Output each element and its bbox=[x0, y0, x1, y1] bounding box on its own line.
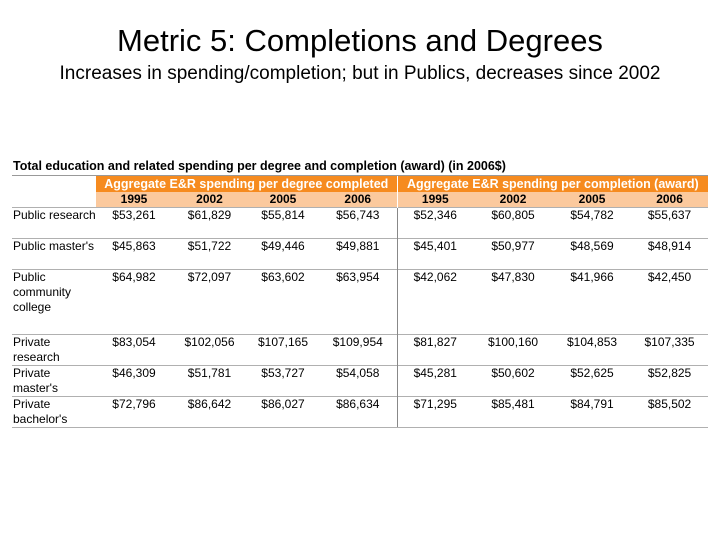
table-cell: $52,825 bbox=[631, 365, 709, 397]
table-cell: $45,401 bbox=[396, 238, 474, 270]
table-cell: $42,450 bbox=[631, 269, 709, 316]
table-cell: $49,881 bbox=[319, 238, 398, 270]
spacer-cell bbox=[247, 316, 319, 335]
table-cell: $84,791 bbox=[553, 396, 632, 428]
table-cell: $100,160 bbox=[473, 334, 554, 366]
spacer-cell bbox=[631, 316, 708, 335]
table-cell: $52,625 bbox=[553, 365, 632, 397]
table-cell: $54,782 bbox=[553, 207, 632, 239]
table-cell: $61,829 bbox=[172, 207, 247, 239]
table-cell: $60,805 bbox=[473, 207, 554, 239]
table-cell: $81,827 bbox=[396, 334, 474, 366]
slide-subtitle: Increases in spending/completion; but in… bbox=[59, 63, 661, 84]
table-cell: $56,743 bbox=[319, 207, 398, 239]
table-cell: $48,569 bbox=[553, 238, 632, 270]
year-header: 1995 bbox=[396, 192, 474, 208]
table-cell: $52,346 bbox=[396, 207, 474, 239]
spacer-cell bbox=[553, 316, 631, 335]
group-header-row: Aggregate E&R spending per degree comple… bbox=[12, 176, 709, 192]
table-cell: $72,097 bbox=[172, 269, 247, 316]
table-row: Public community college $64,982 $72,097… bbox=[12, 269, 709, 316]
table-cell: $41,966 bbox=[553, 269, 632, 316]
year-header-row: 1995 2002 2005 2006 1995 2002 2005 2006 bbox=[12, 192, 709, 208]
table-cell: $107,165 bbox=[247, 334, 319, 366]
spacer-cell bbox=[319, 316, 397, 335]
corner-cell bbox=[12, 176, 96, 192]
table-row: Public research $53,261 $61,829 $55,814 … bbox=[12, 207, 709, 239]
corner-cell bbox=[12, 192, 96, 208]
table-cell: $102,056 bbox=[172, 334, 247, 366]
table-cell: $64,982 bbox=[96, 269, 172, 316]
table-cell: $107,335 bbox=[631, 334, 709, 366]
spacer-cell bbox=[172, 316, 247, 335]
spacer-cell bbox=[12, 316, 96, 335]
table-cell: $50,602 bbox=[473, 365, 554, 397]
table-cell: $45,281 bbox=[396, 365, 474, 397]
table-cell: $86,634 bbox=[319, 396, 398, 428]
row-label: Private bachelor's bbox=[12, 396, 96, 428]
spending-table: Aggregate E&R spending per degree comple… bbox=[12, 176, 709, 428]
table-cell: $86,027 bbox=[247, 396, 319, 428]
table-cell: $42,062 bbox=[396, 269, 474, 316]
table-cell: $51,781 bbox=[172, 365, 247, 397]
year-header: 2002 bbox=[172, 192, 247, 208]
table-row: Public master's $45,863 $51,722 $49,446 … bbox=[12, 238, 709, 270]
group-header-degree: Aggregate E&R spending per degree comple… bbox=[96, 176, 398, 192]
table-row: Private research $83,054 $102,056 $107,1… bbox=[12, 334, 709, 366]
year-header: 1995 bbox=[96, 192, 172, 208]
table-cell: $51,722 bbox=[172, 238, 247, 270]
group-header-completion: Aggregate E&R spending per completion (a… bbox=[396, 176, 709, 192]
table-cell: $63,954 bbox=[319, 269, 398, 316]
table-cell: $53,261 bbox=[96, 207, 172, 239]
table-row: Private bachelor's $72,796 $86,642 $86,0… bbox=[12, 396, 709, 428]
table-cell: $47,830 bbox=[473, 269, 554, 316]
table-cell: $50,977 bbox=[473, 238, 554, 270]
table-cell: $55,637 bbox=[631, 207, 709, 239]
table-cell: $85,502 bbox=[631, 396, 709, 428]
year-header: 2005 bbox=[553, 192, 632, 208]
row-label: Public research bbox=[12, 207, 96, 239]
slide-title: Metric 5: Completions and Degrees bbox=[117, 23, 603, 58]
table-cell: $71,295 bbox=[396, 396, 474, 428]
table-caption: Total education and related spending per… bbox=[12, 158, 708, 176]
spacer-cell bbox=[96, 316, 172, 335]
table-cell: $72,796 bbox=[96, 396, 172, 428]
spacer-cell bbox=[473, 316, 553, 335]
table-cell: $86,642 bbox=[172, 396, 247, 428]
year-header: 2005 bbox=[247, 192, 319, 208]
table-cell: $55,814 bbox=[247, 207, 319, 239]
row-label: Public master's bbox=[12, 238, 96, 270]
table-cell: $49,446 bbox=[247, 238, 319, 270]
row-label: Private research bbox=[12, 334, 96, 366]
row-label: Public community college bbox=[12, 269, 96, 316]
spending-table-container: Total education and related spending per… bbox=[12, 158, 709, 428]
table-row: Private master's $46,309 $51,781 $53,727… bbox=[12, 365, 709, 397]
spacer-cell bbox=[396, 316, 474, 335]
table-cell: $104,853 bbox=[553, 334, 632, 366]
table-cell: $45,863 bbox=[96, 238, 172, 270]
table-cell: $53,727 bbox=[247, 365, 319, 397]
row-label: Private master's bbox=[12, 365, 96, 397]
spacer-row bbox=[12, 316, 708, 335]
table-cell: $48,914 bbox=[631, 238, 709, 270]
year-header: 2006 bbox=[319, 192, 398, 208]
table-cell: $83,054 bbox=[96, 334, 172, 366]
table-cell: $54,058 bbox=[319, 365, 398, 397]
table-cell: $46,309 bbox=[96, 365, 172, 397]
year-header: 2002 bbox=[473, 192, 554, 208]
year-header: 2006 bbox=[631, 192, 709, 208]
table-cell: $109,954 bbox=[319, 334, 398, 366]
table-cell: $85,481 bbox=[473, 396, 554, 428]
table-cell: $63,602 bbox=[247, 269, 319, 316]
